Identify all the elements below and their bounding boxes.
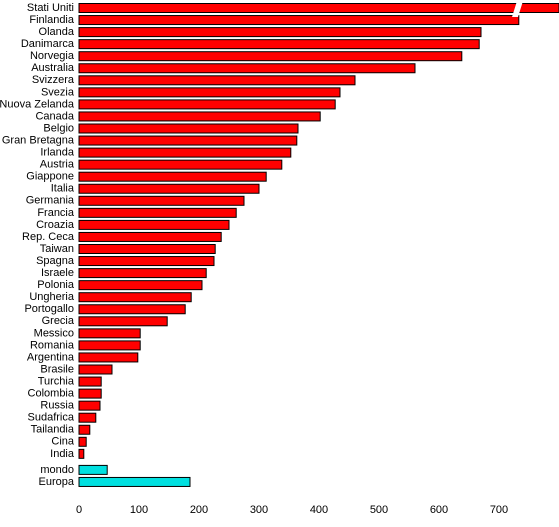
y-tick-label: Olanda <box>39 26 75 38</box>
y-tick-label: Finlandia <box>29 14 75 26</box>
bar <box>78 244 216 254</box>
y-tick-label: Svezia <box>41 86 75 98</box>
bar <box>78 3 559 13</box>
y-tick-label: Colombia <box>28 388 75 400</box>
bar <box>78 292 192 303</box>
bar <box>78 183 260 194</box>
bar <box>78 436 87 447</box>
bar <box>78 219 230 230</box>
bar <box>78 328 141 339</box>
x-tick-label: 700 <box>490 504 508 516</box>
bar <box>78 159 283 170</box>
x-tick-label: 400 <box>310 504 328 516</box>
y-tick-label: Portogallo <box>24 303 74 315</box>
bar <box>78 352 139 363</box>
bar <box>78 171 267 182</box>
y-tick-label: Irlanda <box>40 147 75 159</box>
y-tick-label: Svizzera <box>32 74 75 86</box>
bar <box>78 195 245 206</box>
bar <box>78 280 203 291</box>
y-tick-label: Belgio <box>43 122 74 134</box>
y-tick-label: Italia <box>51 183 75 195</box>
x-tick-label: 100 <box>130 504 148 516</box>
bar <box>78 340 141 351</box>
y-tick-label: Gran Bretagna <box>2 134 75 146</box>
bar <box>78 75 356 86</box>
x-tick-label: 600 <box>430 504 448 516</box>
y-tick-label: Austria <box>40 159 75 171</box>
bar <box>78 111 321 122</box>
axis-break <box>512 1 523 17</box>
y-tick-label: Cina <box>51 436 75 448</box>
bar <box>78 476 191 487</box>
y-tick-label: Tailandia <box>31 424 75 436</box>
bar <box>78 27 482 38</box>
y-tick-label: Messico <box>34 327 74 339</box>
bar <box>78 412 97 423</box>
y-tick-label: Taiwan <box>40 243 74 255</box>
bar <box>78 316 168 327</box>
bar <box>78 147 292 158</box>
y-tick-label: Polonia <box>37 279 75 291</box>
bar <box>78 464 108 475</box>
y-tick-label: Danimarca <box>21 38 75 50</box>
bar <box>78 15 520 26</box>
bar <box>78 364 113 375</box>
y-tick-label: mondo <box>40 464 74 476</box>
bar <box>78 207 237 218</box>
x-tick-label: 300 <box>250 504 268 516</box>
y-tick-label: Spagna <box>36 255 75 267</box>
y-tick-label: Argentina <box>27 351 75 363</box>
y-tick-label: Sudafrica <box>28 412 75 424</box>
bar <box>78 135 298 146</box>
bar <box>78 376 102 387</box>
bar <box>78 268 207 279</box>
y-tick-label: Brasile <box>40 363 74 375</box>
y-tick-label: Grecia <box>42 315 75 327</box>
y-tick-label: Canada <box>35 110 74 122</box>
y-tick-label: Rep. Ceca <box>22 231 75 243</box>
y-tick-label: Ungheria <box>29 291 75 303</box>
y-tick-label: Germania <box>26 195 75 207</box>
bar <box>78 388 102 399</box>
bar <box>78 123 299 134</box>
bar <box>78 256 215 267</box>
y-tick-label: Francia <box>37 207 75 219</box>
y-tick-label: Croazia <box>36 219 75 231</box>
y-tick-label: Giappone <box>26 171 74 183</box>
bar <box>78 304 186 315</box>
bar <box>78 448 85 459</box>
bar <box>78 39 480 50</box>
bar <box>78 424 91 435</box>
bar <box>78 400 101 411</box>
y-tick-label: Norvegia <box>30 50 75 62</box>
y-tick-label: Israele <box>41 267 74 279</box>
bar <box>78 87 341 98</box>
y-tick-label: Russia <box>40 400 75 412</box>
y-tick-label: Nuova Zelanda <box>0 98 75 110</box>
bar <box>78 51 463 62</box>
x-tick-label: 200 <box>190 504 208 516</box>
bar <box>78 231 222 242</box>
bar <box>78 63 416 74</box>
y-tick-label: Australia <box>31 62 75 74</box>
y-tick-label: Europa <box>39 476 75 488</box>
y-tick-label: Turchia <box>38 375 75 387</box>
y-tick-label: Romania <box>30 339 75 351</box>
y-tick-label: India <box>50 448 75 460</box>
y-tick-label: Stati Uniti <box>27 2 74 14</box>
x-tick-label: 500 <box>370 504 388 516</box>
x-tick-label: 0 <box>76 504 82 516</box>
bar <box>78 99 336 110</box>
